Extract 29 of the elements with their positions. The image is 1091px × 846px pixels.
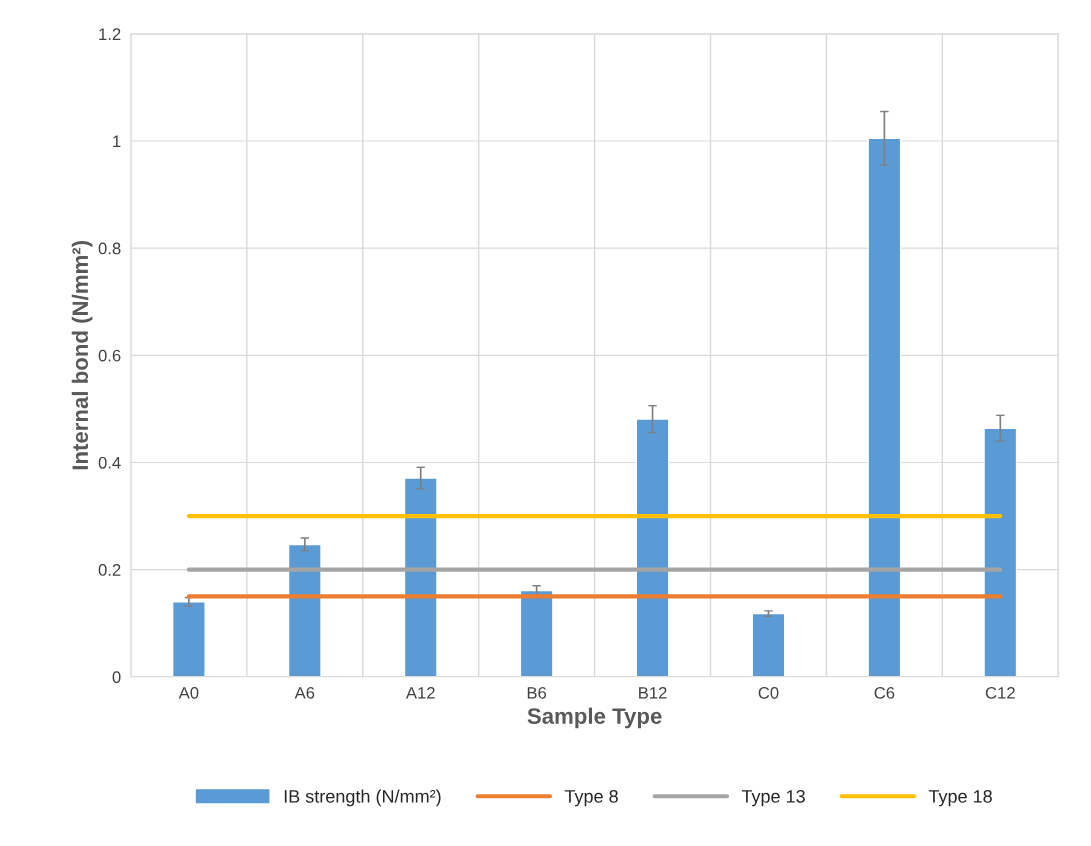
x-tick-label: A12 [405, 686, 435, 699]
y-axis-title: Internal bond (N/mm²) [71, 240, 93, 470]
y-tick-label: 0.8 [98, 242, 121, 255]
bar [635, 418, 670, 677]
y-tick-label: 0.4 [98, 456, 121, 469]
y-tick-label: 1.2 [99, 28, 121, 40]
y-tick-label: 0.6 [98, 349, 121, 362]
bar [519, 589, 554, 677]
bar [403, 477, 438, 677]
x-tick-label: B12 [639, 686, 667, 699]
x-tick-label: B6 [527, 686, 547, 699]
legend-label: Type 13 [741, 789, 805, 807]
x-tick-label: C6 [874, 686, 895, 699]
bar [751, 612, 786, 677]
bar [171, 601, 206, 677]
x-tick-label: A0 [178, 686, 199, 699]
y-tick-label: 0.2 [98, 564, 121, 576]
legend-label: Type 8 [564, 789, 618, 807]
legend-label: Type 18 [928, 789, 992, 807]
x-tick-label: C12 [985, 686, 1015, 699]
y-tick-label: 0 [112, 671, 121, 683]
x-tick-label: C0 [758, 686, 779, 699]
y-tick-label: 1 [113, 135, 121, 148]
x-axis-title: Sample Type [527, 707, 662, 729]
bar [867, 137, 902, 677]
bar [287, 543, 322, 677]
bar [983, 427, 1018, 677]
x-tick-label: A6 [294, 686, 315, 699]
legend-label: IB strength (N/mm²) [284, 789, 441, 807]
